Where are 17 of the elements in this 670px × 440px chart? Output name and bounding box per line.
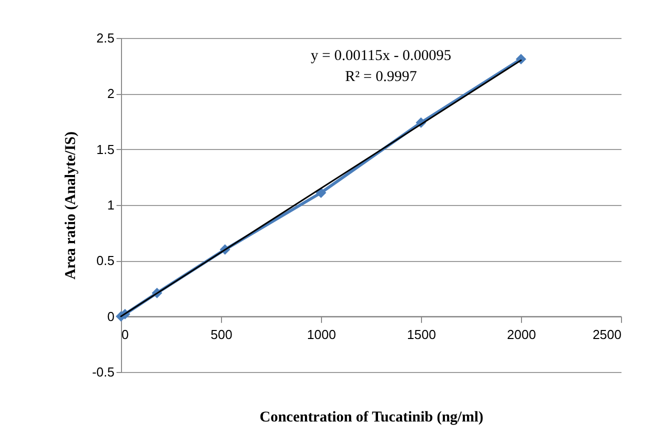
x-tick-label: 2500: [592, 326, 622, 342]
x-tick-label: 500: [210, 326, 232, 342]
annotation: R² = 0.9997: [345, 69, 418, 85]
x-tick-label: 0: [122, 326, 129, 342]
y-tick-label: 2: [107, 86, 114, 102]
x-tick-label: 1000: [307, 326, 336, 342]
x-axis-title: Concentration of Tucatinib (ng/ml): [260, 410, 484, 426]
y-tick-label: 0: [107, 308, 114, 324]
x-tick-label: 2000: [507, 326, 536, 342]
y-tick-label: -0.5: [92, 364, 114, 380]
y-axis-title: Area ratio (Analyte/IS): [63, 131, 80, 280]
y-tick-label: 2.5: [96, 30, 114, 46]
y-tick-label: 1: [107, 198, 114, 212]
annotation: y = 0.00115x - 0.00095: [310, 48, 452, 64]
y-tick-label: 0.5: [96, 253, 114, 268]
x-tick-label: 1500: [407, 326, 436, 342]
y-tick-label: 1.5: [96, 142, 114, 157]
